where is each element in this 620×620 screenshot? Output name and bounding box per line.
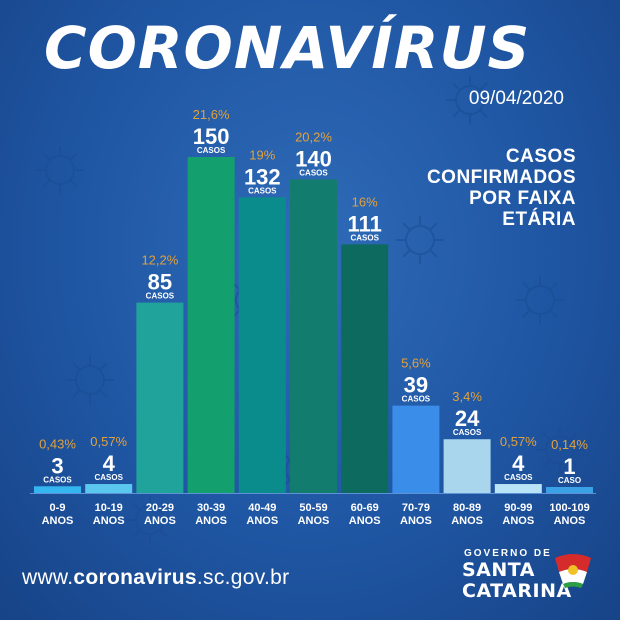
percent-label: 0,57% (90, 434, 127, 449)
category-label: 30-39 (197, 502, 225, 514)
bar (494, 484, 542, 493)
subtitle-line: CONFIRMADOS (426, 167, 576, 188)
state-flag-icon (555, 554, 591, 588)
bar (290, 179, 337, 493)
category-unit-label: ANOS (451, 515, 483, 527)
value-label: 1 (563, 454, 575, 479)
value-label: 4 (103, 451, 116, 476)
percent-label: 20,2% (295, 129, 332, 144)
percent-label: 0,14% (551, 437, 588, 452)
bar (187, 157, 235, 493)
bar (341, 244, 389, 493)
category-label: 40-49 (248, 502, 276, 514)
category-label: 0-9 (50, 502, 66, 514)
percent-label: 3,4% (452, 389, 482, 404)
category-label: 60-69 (351, 502, 379, 514)
category-label: 70-79 (402, 502, 430, 514)
category-unit-label: ANOS (298, 515, 330, 527)
subtitle-line: ETÁRIA (502, 209, 576, 230)
unit-label: CASO (558, 476, 581, 485)
unit-label: CASOS (146, 292, 175, 301)
percent-label: 21,6% (193, 107, 230, 122)
category-unit-label: ANOS (195, 515, 227, 527)
logo-line-catarina: CATARINA (462, 580, 572, 602)
percent-label: 0,43% (39, 436, 76, 451)
value-label: 4 (512, 451, 525, 476)
bar (443, 439, 491, 493)
unit-label: CASOS (197, 146, 226, 155)
category-unit-label: ANOS (349, 515, 381, 527)
category-unit-label: ANOS (144, 515, 176, 527)
percent-label: 12,2% (141, 253, 178, 268)
subtitle-line: CASOS (505, 146, 576, 167)
category-label: 10-19 (95, 502, 123, 514)
value-label: 3 (51, 453, 63, 478)
unit-label: CASOS (43, 475, 72, 484)
website-link[interactable]: www.coronavirus.sc.gov.br (22, 566, 289, 590)
category-unit-label: ANOS (42, 515, 74, 527)
value-label: 111 (348, 211, 382, 236)
value-label: 39 (404, 373, 428, 398)
bar (85, 484, 133, 493)
logo-line-santa: SANTA (462, 559, 535, 581)
unit-label: CASOS (299, 168, 328, 177)
category-label: 80-89 (453, 502, 481, 514)
unit-label: CASOS (453, 428, 482, 437)
category-unit-label: ANOS (400, 515, 432, 527)
percent-label: 0,57% (500, 434, 537, 449)
value-label: 140 (295, 146, 332, 171)
unit-label: CASOS (402, 395, 431, 404)
percent-label: 16% (352, 194, 378, 209)
value-label: 85 (148, 270, 172, 295)
category-label: 50-59 (299, 502, 327, 514)
url-domain: coronavirus (73, 566, 197, 589)
bar (136, 302, 184, 493)
value-label: 150 (193, 124, 230, 149)
url-prefix: www. (22, 566, 74, 589)
unit-label: CASOS (504, 473, 533, 482)
logo-top-text: GOVERNO DE (464, 548, 552, 559)
unit-label: CASOS (94, 473, 123, 482)
value-label: 132 (244, 164, 281, 189)
percent-label: 19% (249, 147, 275, 162)
category-label: 100-109 (549, 502, 589, 514)
category-unit-label: ANOS (502, 515, 534, 527)
value-label: 24 (455, 406, 480, 431)
chart-subtitle: CASOS CONFIRMADOS POR FAIXA ETÁRIA (346, 146, 576, 230)
subtitle-line: POR FAIXA (469, 188, 576, 209)
bar (546, 487, 593, 493)
bar (392, 405, 440, 493)
report-date: 09/04/2020 (468, 88, 564, 109)
bar (34, 486, 81, 493)
category-unit-label: ANOS (246, 515, 278, 527)
page-title: CORONAVÍRUS (44, 14, 531, 82)
government-logo: GOVERNO DE SANTA CATARINA (456, 548, 606, 610)
category-unit-label: ANOS (93, 515, 125, 527)
category-label: 20-29 (146, 502, 174, 514)
category-unit-label: ANOS (554, 515, 586, 527)
unit-label: CASOS (350, 233, 379, 242)
percent-label: 5,6% (401, 356, 431, 371)
category-label: 90-99 (504, 502, 532, 514)
url-suffix: .sc.gov.br (196, 566, 290, 589)
bar (238, 197, 286, 493)
unit-label: CASOS (248, 186, 277, 195)
